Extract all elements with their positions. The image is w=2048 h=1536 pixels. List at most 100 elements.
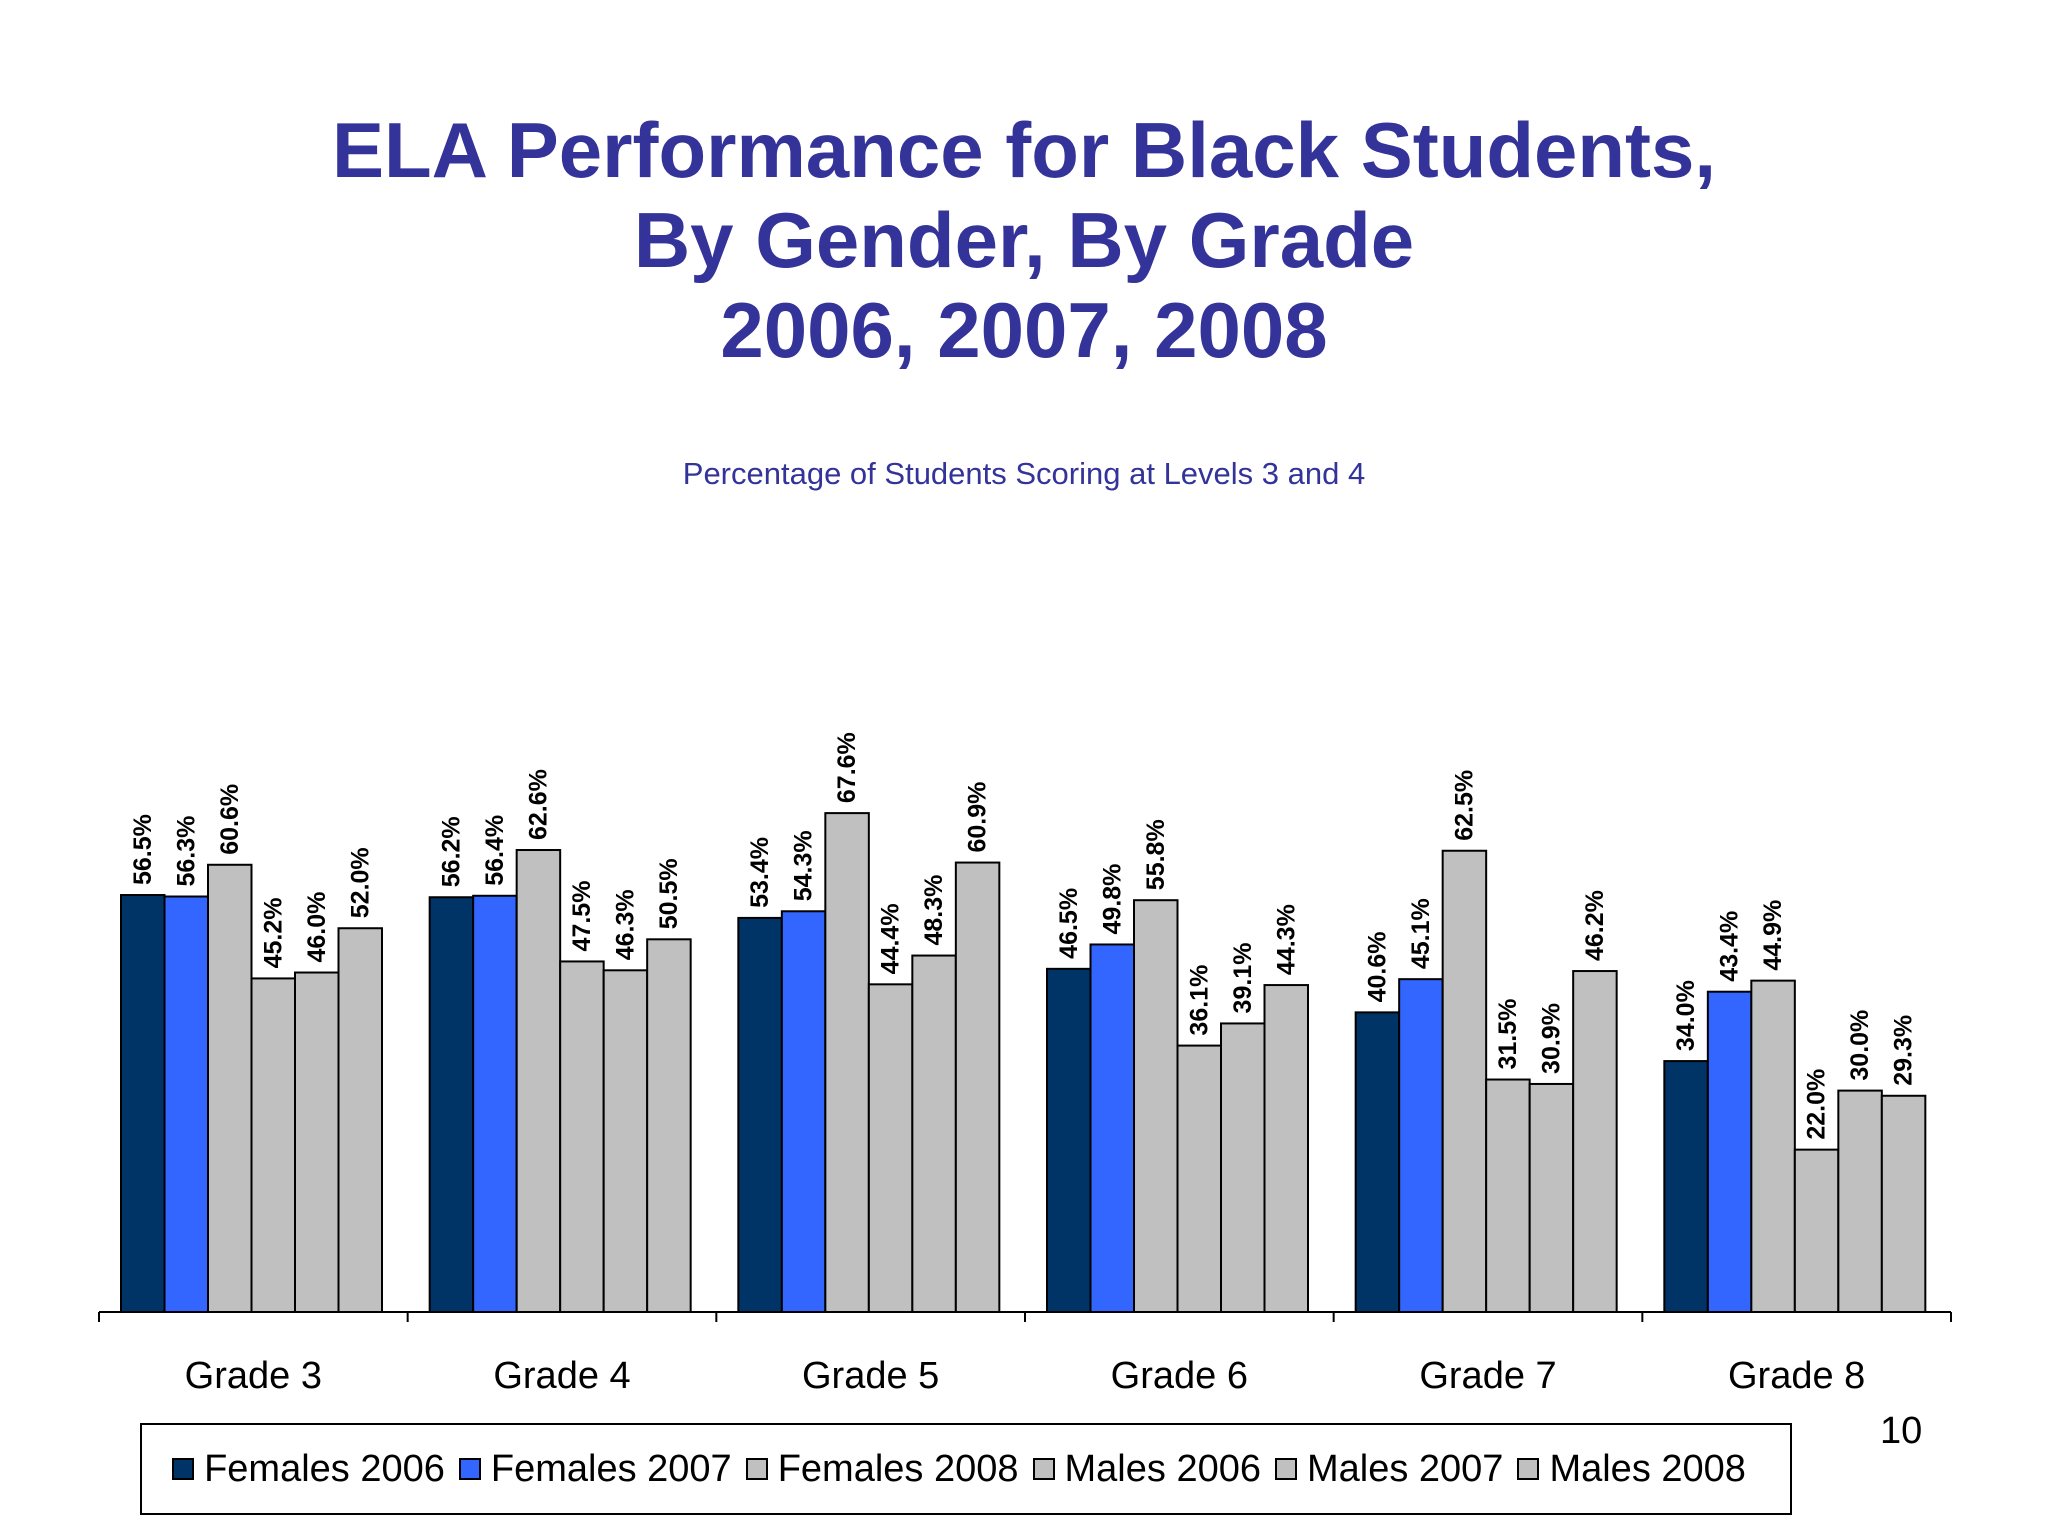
x-tick-label: Grade 6 [1111,1355,1248,1397]
data-label: 60.9% [964,782,992,853]
bar [867,983,914,1313]
bar [1220,1022,1266,1314]
data-label: 46.0% [303,892,331,963]
data-label: 60.6% [216,784,244,855]
legend-label: Females 2006 [204,1447,445,1490]
data-label: 50.5% [655,858,683,929]
legend-label: Males 2006 [1064,1447,1261,1490]
legend-label: Males 2007 [1306,1447,1504,1490]
bar [1572,970,1618,1313]
bar [911,954,957,1314]
data-label: 56.2% [437,816,465,887]
bar [1528,1082,1575,1314]
legend-item: Males 2006 [1032,1447,1261,1491]
bar [1398,978,1444,1313]
legend-item: Females 2008 [745,1447,1019,1491]
data-label: 56.4% [481,815,509,886]
page-number: 10 [1880,1410,1923,1452]
legend-swatch [1032,1458,1055,1480]
bar [1750,979,1796,1313]
bar [1837,1089,1883,1313]
data-label: 44.3% [1272,904,1300,975]
title-line-1: ELA Performance for Black Students, [331,106,1717,194]
bar [1706,990,1753,1313]
data-label: 29.3% [1890,1015,1918,1086]
bar [515,849,562,1314]
data-label: 40.6% [1363,931,1391,1002]
legend-swatch [745,1458,768,1480]
data-label: 46.5% [1055,888,1083,959]
data-label: 47.5% [568,881,596,952]
legend-item: Males 2007 [1274,1447,1504,1491]
data-label: 36.1% [1185,965,1213,1036]
bar [824,812,870,1313]
x-tick-label: Grade 4 [493,1355,630,1397]
bar [646,938,692,1313]
bar [472,894,518,1313]
bar [1485,1078,1531,1314]
x-tick-label: Grade 3 [185,1355,322,1397]
data-label: 52.0% [346,847,374,918]
legend-swatch [172,1458,195,1480]
legend-item: Females 2006 [172,1448,445,1491]
data-label: 53.4% [746,837,774,908]
data-label: 56.5% [129,814,157,885]
bar [1046,967,1092,1314]
legend-item: Females 2007 [458,1447,732,1491]
data-label: 54.3% [790,830,818,901]
data-label: 49.8% [1098,864,1126,935]
x-tick-label: Grade 8 [1728,1355,1865,1397]
bar [780,910,827,1313]
data-label: 45.2% [259,898,287,969]
data-label: 30.9% [1537,1003,1565,1074]
title-line-2: By Gender, By Grade [633,196,1415,284]
data-label: 31.5% [1494,999,1522,1070]
bar [428,896,475,1314]
bar [207,863,253,1313]
legend-label: Males 2008 [1549,1447,1746,1490]
data-label: 39.1% [1229,943,1257,1014]
x-tick-label: Grade 7 [1419,1355,1556,1397]
legend-swatch [1274,1458,1297,1480]
data-label: 22.0% [1803,1069,1831,1140]
data-label: 62.5% [1450,770,1478,841]
data-label: 44.4% [877,903,905,974]
legend-swatch [1517,1458,1540,1480]
bar [294,971,340,1314]
data-label: 46.2% [1581,890,1609,961]
bar [1663,1060,1709,1313]
bar [163,895,209,1313]
bar [120,894,166,1314]
data-label: 45.1% [1407,898,1435,969]
bar-chart: 56.5% 56.3% 60.6% 45.2% 46.0% 52.0% Grade 3 56.… [98,732,1952,1397]
bar [1793,1148,1840,1314]
bar [1089,943,1135,1313]
data-label: 43.4% [1716,911,1744,982]
data-label: 55.8% [1142,819,1170,890]
bar [559,960,605,1313]
data-label: 30.0% [1846,1010,1874,1081]
data-label: 46.3% [611,889,639,960]
legend-swatch [458,1458,481,1480]
bar [1176,1044,1222,1314]
chart-legend: Females 2006 Females 2007 Females 2008 Male… [140,1423,1792,1515]
data-label: 44.9% [1759,900,1787,971]
bar [1441,849,1488,1313]
bar [602,969,649,1314]
data-label: 48.3% [920,875,948,946]
legend-label: Females 2008 [777,1447,1019,1490]
data-label: 67.6% [833,732,861,803]
chart-subtitle: Percentage of Students Scoring at Levels… [682,456,1366,491]
bar [954,861,1001,1313]
data-label: 34.0% [1672,980,1700,1051]
bar [337,927,383,1313]
bar [737,916,783,1314]
bar [1880,1094,1927,1313]
bar [1354,1011,1401,1313]
legend-label: Females 2007 [490,1447,732,1490]
chart-title: ELA Performance for Black Students, By G… [0,105,2048,375]
data-label: 56.3% [172,816,200,887]
bar [1133,899,1179,1313]
data-label: 62.6% [524,769,552,840]
title-line-3: 2006, 2007, 2008 [720,286,1328,374]
